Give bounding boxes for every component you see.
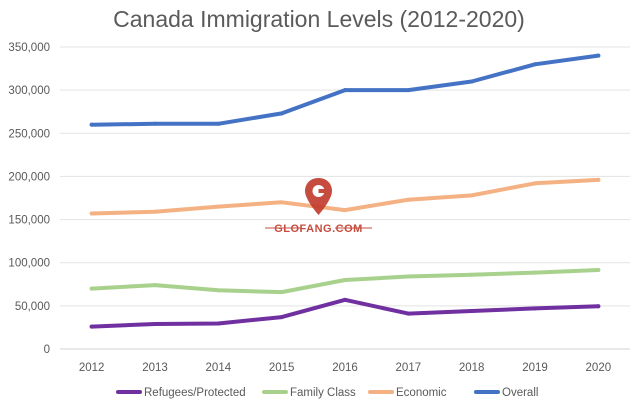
- y-tick-label: 350,000: [8, 42, 50, 54]
- x-tick-label: 2014: [206, 362, 232, 374]
- chart-title: Canada Immigration Levels (2012-2020): [113, 6, 525, 32]
- data-point: [89, 286, 94, 291]
- data-point: [596, 304, 601, 309]
- data-point: [406, 311, 411, 316]
- data-point: [406, 274, 411, 279]
- data-point: [469, 79, 474, 84]
- data-point: [343, 88, 347, 93]
- series-lines: [89, 53, 601, 329]
- data-point: [533, 62, 537, 67]
- data-point: [216, 321, 221, 326]
- y-tick-label: 250,000: [8, 128, 50, 140]
- data-point: [343, 297, 347, 302]
- x-tick-label: 2020: [586, 362, 612, 374]
- data-point: [469, 272, 474, 277]
- legend-item: Economic: [368, 387, 447, 399]
- y-tick-label: 50,000: [15, 301, 50, 313]
- data-point: [406, 88, 411, 93]
- data-point: [89, 122, 94, 127]
- x-tick-label: 2016: [332, 362, 358, 374]
- data-point: [533, 306, 537, 311]
- legend-label: Overall: [502, 387, 538, 399]
- y-tick-label: 200,000: [8, 171, 50, 183]
- data-point: [533, 270, 537, 275]
- legend-label: Economic: [396, 387, 447, 399]
- legend-item: Family Class: [262, 387, 356, 399]
- data-point: [343, 277, 347, 282]
- watermark-text: GLOFANG.COM: [274, 223, 363, 235]
- y-tick-label: 300,000: [8, 85, 50, 97]
- data-point: [469, 309, 474, 314]
- legend-label: Family Class: [290, 387, 356, 399]
- data-point: [343, 208, 347, 213]
- data-point: [153, 209, 157, 214]
- x-tick-label: 2018: [459, 362, 485, 374]
- y-tick-label: 100,000: [8, 258, 50, 270]
- data-point: [279, 290, 284, 295]
- x-tick-label: 2015: [269, 362, 295, 374]
- watermark-logo: GLOFANG.COM: [265, 178, 372, 235]
- x-tick-label: 2019: [522, 362, 548, 374]
- data-point: [153, 283, 157, 288]
- data-point: [279, 200, 284, 205]
- legend: Refugees/Protected Family Class Economic Ov…: [116, 387, 538, 399]
- data-point: [596, 177, 601, 182]
- data-point: [153, 121, 157, 126]
- y-axis-ticks: 0 50,000 100,000 150,000 200,000 250,000 300,0…: [8, 42, 50, 356]
- data-point: [469, 193, 474, 198]
- legend-label: Refugees/Protected: [144, 387, 246, 399]
- data-point: [153, 321, 157, 326]
- y-tick-label: 150,000: [8, 215, 50, 227]
- y-tick-label: 0: [44, 344, 50, 356]
- data-point: [279, 111, 284, 116]
- data-point: [89, 211, 94, 216]
- data-point: [596, 53, 601, 58]
- gridlines: [60, 46, 630, 350]
- x-axis-ticks: 2012 2013 2014 2015 2016 2017 2018 2019 2020: [79, 362, 611, 374]
- data-point: [406, 197, 411, 202]
- data-point: [533, 181, 537, 186]
- data-point: [216, 288, 221, 293]
- data-point: [279, 315, 284, 320]
- x-tick-label: 2013: [142, 362, 168, 374]
- data-point: [596, 268, 601, 273]
- data-point: [216, 121, 221, 126]
- x-tick-label: 2017: [396, 362, 422, 374]
- location-pin-icon: [305, 178, 332, 215]
- data-point: [89, 324, 94, 329]
- legend-item: Overall: [474, 387, 538, 399]
- legend-item: Refugees/Protected: [116, 387, 246, 399]
- data-point: [216, 204, 221, 209]
- x-tick-label: 2012: [79, 362, 105, 374]
- series-line: [89, 297, 601, 329]
